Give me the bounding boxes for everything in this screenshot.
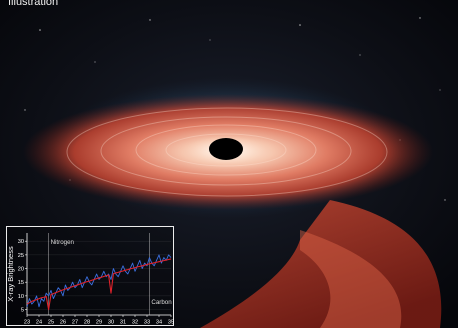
y-tick-label: 15 — [18, 280, 24, 286]
x-tick-label: 24 — [36, 320, 42, 326]
gas-stream-tail — [200, 200, 442, 328]
x-tick-label: 35 — [168, 320, 174, 326]
y-tick-label: 20 — [18, 267, 24, 273]
disk-rings — [66, 107, 388, 197]
x-tick-label: 30 — [108, 320, 114, 326]
y-tick-label: 30 — [18, 239, 24, 245]
x-tick-label: 33 — [144, 320, 150, 326]
y-axis-label: X-ray Brightness — [7, 246, 15, 302]
x-tick-label: 34 — [156, 320, 162, 326]
y-tick-label: 10 — [18, 294, 24, 300]
spectrum-data-line — [26, 254, 172, 308]
spectrum-model-line — [26, 258, 172, 311]
x-tick-label: 31 — [120, 320, 126, 326]
element-annotation: Carbon — [151, 299, 172, 306]
illustration-label: Illustration — [8, 0, 59, 8]
y-tick-label: 5 — [21, 308, 24, 314]
y-tick-label: 25 — [18, 253, 24, 259]
x-tick-label: 28 — [84, 320, 90, 326]
x-tick-label: 29 — [96, 320, 102, 326]
black-hole-core — [209, 138, 243, 160]
x-tick-label: 23 — [24, 320, 30, 326]
xray-spectrum-chart: 23 24 25 26 27 28 29 30 31 32 33 34 35 5 10 15 20 25 30 Ni… — [7, 233, 174, 326]
starfield — [24, 17, 446, 201]
x-tick-label: 25 — [48, 320, 54, 326]
element-annotation: Nitrogen — [51, 239, 75, 246]
x-tick-label: 27 — [72, 320, 78, 326]
x-tick-label: 32 — [132, 320, 138, 326]
x-tick-label: 26 — [60, 320, 66, 326]
xray-spectrum-inset: 23 24 25 26 27 28 29 30 31 32 33 34 35 5 10 15 20 25 30 Ni… — [6, 226, 174, 326]
